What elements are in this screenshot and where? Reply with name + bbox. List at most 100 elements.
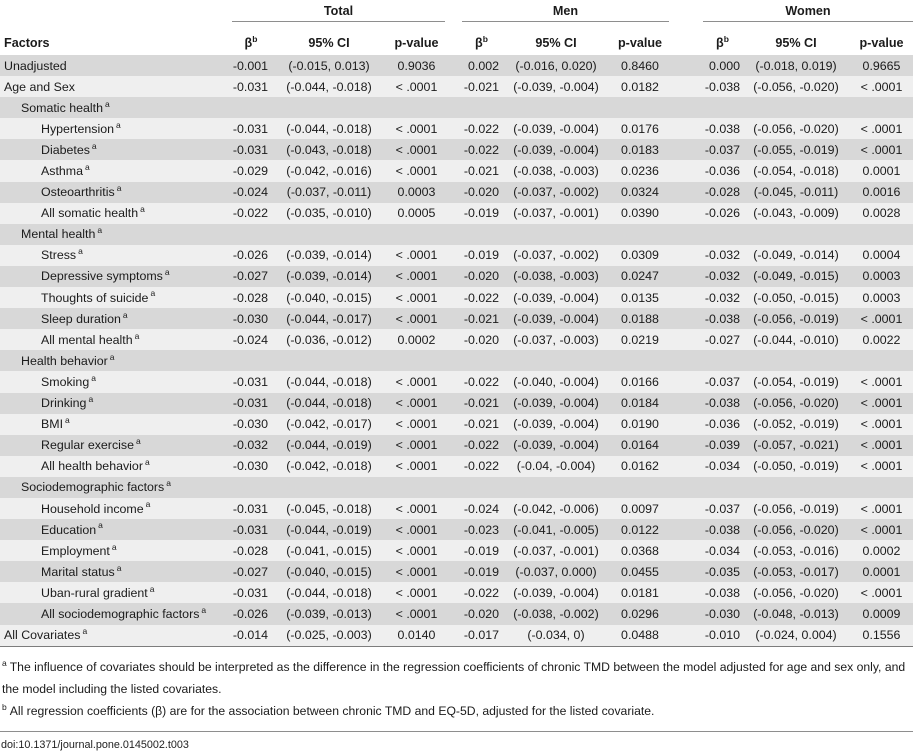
table-row: All health behavior a -0.030 (-0.042, -0.01… (0, 455, 913, 477)
beta-value: -0.021 (463, 417, 499, 432)
p-value: < .0001 (860, 438, 903, 453)
table-row: BMI a -0.030 (-0.042, -0.017) < .0001 -0.021 (… (0, 413, 913, 435)
beta-symbol: β (475, 36, 483, 50)
factor-label: Household income a (41, 499, 151, 516)
p-value: 0.0002 (862, 543, 901, 558)
beta-value: -0.031 (232, 374, 268, 389)
factor-label: Hypertension a (41, 119, 121, 136)
table-row: Thoughts of suicide a -0.028 (-0.040, -0.01… (0, 287, 913, 309)
footnote-a-marker: a (2, 657, 7, 668)
beta-value: -0.022 (463, 290, 499, 305)
beta-value: -0.028 (232, 543, 268, 558)
beta-value: -0.026 (232, 248, 268, 263)
table-row: All sociodemographic factors a -0.026 (-0.0… (0, 603, 913, 625)
p-value: 0.0135 (621, 290, 659, 305)
ci-value: (-0.039, -0.004) (513, 417, 599, 432)
p-value: 0.0028 (862, 206, 901, 221)
footnote-a-text: The influence of covariates should be in… (2, 659, 906, 696)
ci-value: (-0.055, -0.019) (753, 142, 839, 157)
ci-value: (-0.037, -0.011) (286, 185, 372, 200)
footnote-marker: a (135, 436, 141, 447)
factor-label: Regular exercise a (41, 436, 141, 453)
group-header-row: Total Men Women (0, 0, 913, 22)
beta-value: -0.019 (463, 248, 499, 263)
section-header-row: Sociodemographic factors a (0, 476, 913, 498)
p-value: 0.0009 (862, 606, 901, 621)
table-row: Employment a -0.028 (-0.041, -0.015) < .0001… (0, 540, 913, 562)
ci-value: (-0.049, -0.015) (753, 269, 839, 284)
beta-value: -0.027 (704, 332, 740, 347)
p-value: 0.0188 (621, 311, 659, 326)
beta-value: -0.031 (232, 396, 268, 411)
beta-value: -0.017 (463, 628, 499, 643)
beta-value: -0.034 (704, 543, 740, 558)
beta-header-men: βb (462, 35, 501, 55)
ci-value: (-0.039, -0.004) (513, 142, 599, 157)
footnote-marker: a (122, 309, 128, 320)
beta-value: -0.032 (704, 290, 740, 305)
factor-label: Sleep duration a (41, 309, 128, 326)
ci-value: (-0.041, -0.005) (513, 522, 599, 537)
beta-value: -0.022 (463, 438, 499, 453)
p-value: 0.0455 (621, 564, 659, 579)
p-value: < .0001 (395, 248, 438, 263)
p-value: 0.0247 (621, 269, 659, 284)
p-value: 0.0162 (621, 459, 659, 474)
ci-value: (-0.043, -0.018) (286, 142, 372, 157)
group-header-women: Women (703, 0, 913, 22)
factor-label: Thoughts of suicide a (41, 288, 156, 305)
p-value: 0.0296 (621, 606, 659, 621)
p-value: 0.0181 (621, 585, 659, 600)
p-value: 0.0164 (621, 438, 659, 453)
footnote-marker: a (140, 204, 145, 215)
beta-value: -0.022 (463, 121, 499, 136)
beta-value: -0.030 (232, 417, 268, 432)
p-value: 0.0390 (621, 206, 659, 221)
p-value: 0.0176 (621, 121, 659, 136)
ci-value: (-0.042, -0.006) (513, 501, 599, 516)
factor-label: Education a (41, 520, 103, 537)
footnote-marker: a (91, 372, 96, 383)
factor-label: Diabetes a (41, 140, 97, 157)
beta-value: -0.020 (463, 606, 499, 621)
beta-value: -0.021 (463, 396, 499, 411)
p-value: 0.0184 (621, 396, 659, 411)
beta-superscript: b (252, 33, 258, 44)
beta-value: -0.031 (232, 501, 268, 516)
p-value: < .0001 (395, 564, 438, 579)
ci-header-women: 95% CI (775, 36, 817, 50)
factor-label: Age and Sex (4, 79, 75, 94)
beta-value: -0.031 (232, 142, 268, 157)
ci-value: (-0.056, -0.020) (753, 585, 839, 600)
ci-value: (-0.045, -0.018) (286, 501, 372, 516)
factor-label: All Covariates a (4, 625, 88, 643)
beta-header-women: βb (703, 35, 742, 55)
ci-value: (-0.038, -0.002) (513, 606, 599, 621)
factor-label: Osteoarthritis a (41, 182, 122, 200)
beta-value: -0.026 (232, 606, 268, 621)
ci-value: (-0.044, -0.017) (286, 311, 372, 326)
ci-value: (-0.037, -0.003) (513, 332, 599, 347)
p-value: < .0001 (860, 522, 903, 537)
p-value: < .0001 (395, 396, 438, 411)
p-value: 0.0190 (621, 417, 659, 432)
table-row: All mental health a -0.024 (-0.036, -0.012)… (0, 329, 913, 351)
ci-value: (-0.039, -0.004) (513, 79, 599, 94)
column-header-row: Factors βb 95% CI p-value βb 95% CI p-va… (0, 22, 913, 55)
ci-value: (-0.036, -0.012) (286, 332, 372, 347)
beta-value: -0.036 (704, 164, 740, 179)
ci-value: (-0.044, -0.018) (286, 585, 372, 600)
beta-value: -0.019 (463, 543, 499, 558)
ci-value: (-0.048, -0.013) (753, 606, 839, 621)
beta-value: -0.028 (232, 290, 268, 305)
p-value: 0.0003 (862, 290, 901, 305)
beta-value: -0.020 (463, 185, 499, 200)
table-row: Marital status a -0.027 (-0.040, -0.015) < .… (0, 561, 913, 583)
ci-value: (-0.040, -0.015) (286, 564, 372, 579)
p-value: 0.0003 (397, 185, 436, 200)
table-row: Age and Sex -0.031 (-0.044, -0.018) < .0001… (0, 76, 913, 98)
p-value: 0.0166 (621, 374, 659, 389)
factor-label: Unadjusted (4, 58, 67, 73)
p-value: < .0001 (395, 374, 438, 389)
